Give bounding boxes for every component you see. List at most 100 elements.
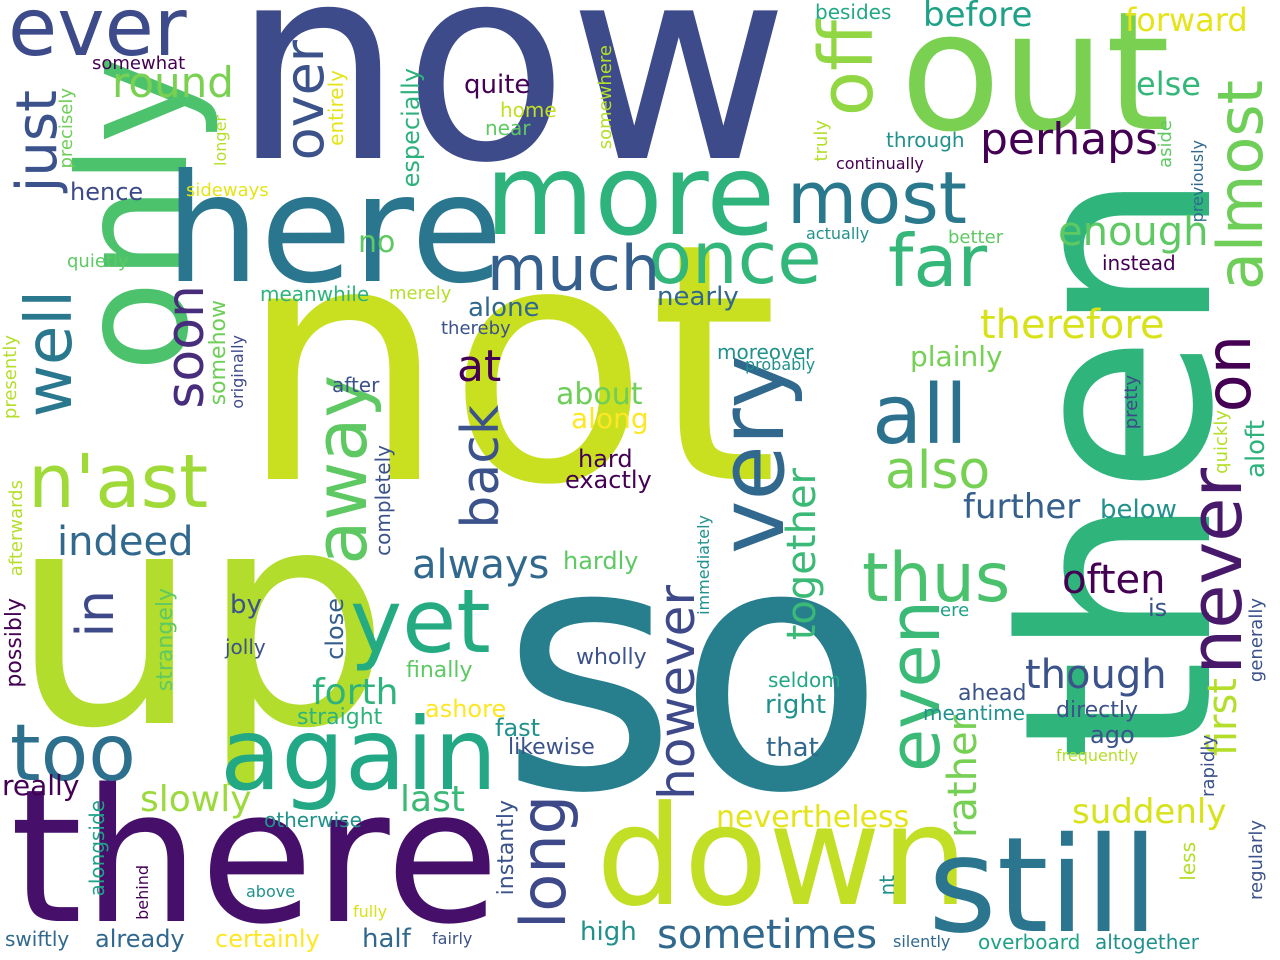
word-aloft: aloft (1241, 420, 1271, 478)
word-well: well (13, 290, 87, 418)
word-already: already (95, 925, 185, 953)
word-actually: actually (806, 224, 870, 243)
word-frequently: frequently (1056, 746, 1139, 765)
word-sideways: sideways (186, 180, 269, 201)
word-off: off (804, 20, 890, 117)
word-again: again (220, 696, 498, 813)
word-away: away (299, 375, 383, 565)
word-nevertheless: nevertheless (716, 800, 910, 835)
word-somewhat: somewhat (92, 53, 186, 74)
word-below: below (1100, 495, 1177, 525)
word-also: also (885, 441, 991, 501)
word-ashore: ashore (425, 695, 507, 723)
word-completely: completely (371, 445, 395, 556)
word-immediately: immediately (694, 515, 713, 615)
word-ere: ere (940, 600, 970, 621)
word-quickly: quickly (1211, 410, 1232, 474)
word-previously: previously (1188, 140, 1207, 223)
word-near: near (485, 116, 531, 140)
word-likewise: likewise (508, 735, 595, 760)
word-hard: hard (578, 445, 633, 473)
word-forward: forward (1125, 1, 1248, 39)
word-indeed: indeed (57, 519, 194, 565)
word-jolly: jolly (225, 635, 266, 659)
word-merely: merely (389, 283, 452, 304)
word-wholly: wholly (576, 645, 647, 670)
word-pretty: pretty (1121, 375, 1142, 430)
word-long: long (507, 795, 580, 929)
word-ever: ever (8, 0, 187, 74)
word-nt: nt (875, 875, 899, 896)
word-fairly: fairly (432, 929, 473, 948)
word-rapidly: rapidly (1198, 735, 1219, 797)
word-overboard: overboard (978, 930, 1081, 954)
word-far: far (888, 219, 988, 303)
word-too: too (10, 709, 137, 799)
word-here: here (165, 143, 504, 317)
word-so: so (500, 472, 886, 868)
word-generally: generally (1246, 598, 1267, 683)
word-somehow: somehow (206, 300, 231, 406)
word-always: always (412, 542, 550, 588)
word-often: often (1062, 557, 1166, 603)
word-along: along (571, 402, 649, 435)
word-at: at (457, 341, 502, 392)
word-on: on (1192, 335, 1265, 413)
word-however: however (648, 585, 706, 800)
word-seldom: seldom (768, 668, 841, 692)
word-never: never (1174, 468, 1258, 675)
word-right: right (765, 690, 827, 720)
word-forth: forth (312, 672, 399, 713)
word-meanwhile: meanwhile (260, 282, 370, 306)
word-strangely: strangely (153, 588, 178, 692)
word-more: more (485, 131, 776, 261)
word-especially: especially (397, 68, 425, 188)
word-ahead: ahead (958, 681, 1027, 706)
word-fully: fully (353, 902, 388, 921)
word-perhaps: perhaps (980, 114, 1159, 165)
word-plainly: plainly (910, 340, 1003, 373)
word-though: though (1025, 652, 1167, 698)
word-in: in (66, 590, 126, 638)
word-therefore: therefore (980, 302, 1165, 348)
word-that: that (766, 733, 819, 763)
word-truly: truly (811, 120, 832, 162)
word-possibly: possibly (2, 598, 27, 688)
word-silently: silently (893, 932, 951, 951)
word-most: most (787, 156, 967, 240)
word-originally: originally (228, 335, 247, 409)
word-last: last (400, 779, 465, 820)
word-meantime: meantime (923, 701, 1025, 725)
word-now: now (232, 0, 790, 222)
word-afterwards: afterwards (6, 480, 27, 577)
word-precisely: precisely (56, 88, 77, 169)
word-still: still (928, 809, 1159, 960)
word-longer: longer (211, 115, 230, 166)
word-is: is (1148, 594, 1168, 622)
word-somewhere: somewhere (595, 45, 616, 150)
word-thereby: thereby (441, 318, 511, 339)
word-once: once (648, 216, 822, 300)
word-better: better (948, 227, 1004, 248)
word-soon: soon (156, 285, 216, 409)
word-out: out (900, 0, 1171, 168)
word-up: up (10, 445, 391, 794)
word-straight: straight (297, 705, 383, 730)
word-slowly: slowly (140, 779, 252, 820)
word-half: half (362, 924, 411, 954)
word-n-ast: n'ast (28, 439, 209, 525)
word-before: before (923, 0, 1033, 35)
word-probably: probably (745, 355, 816, 374)
word-swiftly: swiftly (5, 927, 70, 951)
word-less: less (1176, 842, 1200, 881)
word-certainly: certainly (215, 925, 320, 953)
word-alone: alone (468, 293, 540, 323)
word-after: after (332, 373, 380, 397)
word-directly: directly (1056, 698, 1139, 723)
word-quite: quite (464, 70, 531, 100)
word-by: by (230, 590, 262, 620)
word-thus: thus (862, 539, 1011, 618)
word-all: all (872, 368, 968, 463)
word-enough: enough (1058, 209, 1209, 255)
word-else: else (1136, 65, 1201, 103)
